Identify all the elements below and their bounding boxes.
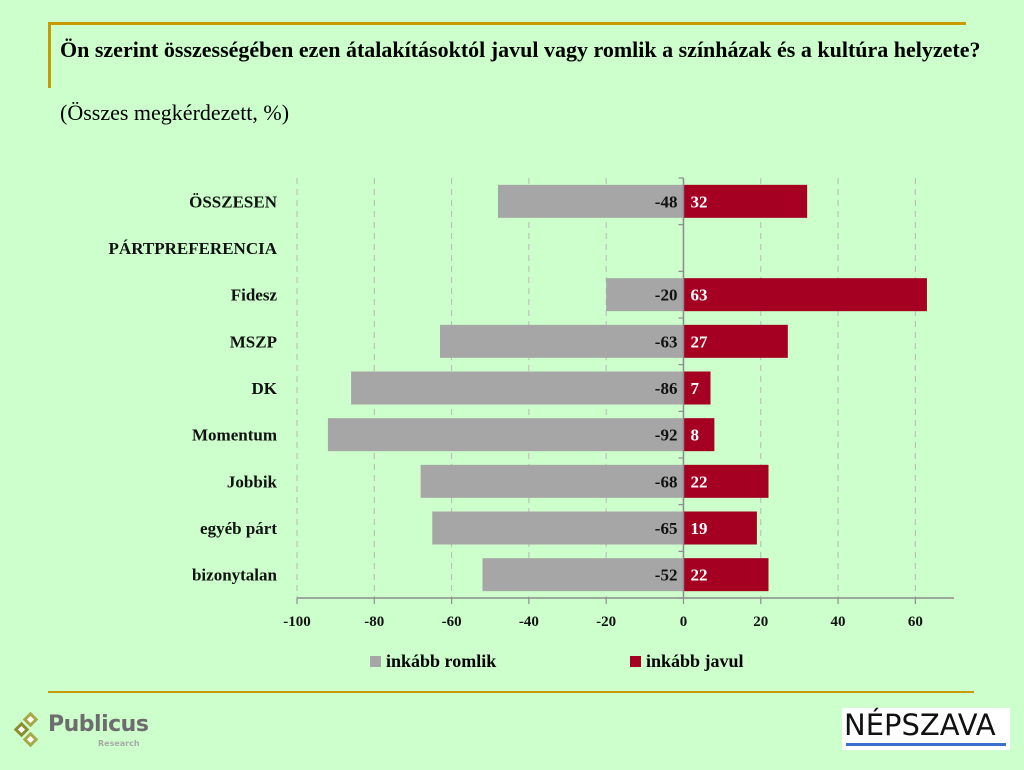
- bar-romlik: [606, 278, 684, 312]
- nepszava-logo-bar: [846, 743, 1006, 746]
- publicus-logo-text: Publicus: [48, 712, 149, 737]
- value-label-romlik: -20: [655, 286, 678, 305]
- bar-romlik: [432, 511, 684, 545]
- title-top-rule: [48, 22, 966, 25]
- category-label: MSZP: [230, 332, 277, 351]
- legend-swatch-romlik: [370, 656, 381, 667]
- x-tick-label: 60: [908, 614, 923, 630]
- x-tick-label: -100: [283, 614, 311, 630]
- value-label-javul: 27: [690, 332, 708, 351]
- legend-swatch-javul: [630, 656, 641, 667]
- x-tick-label: -20: [596, 614, 616, 630]
- category-label: DK: [252, 379, 278, 398]
- legend-label-javul: inkább javul: [646, 651, 744, 671]
- value-label-javul: 22: [690, 566, 707, 585]
- x-tick-label: -80: [364, 614, 384, 630]
- bar-javul: [683, 371, 711, 405]
- nepszava-logo: NÉPSZAVA: [842, 708, 1010, 750]
- value-label-romlik: -65: [655, 519, 678, 538]
- axes: [296, 177, 954, 604]
- value-labels: -48 32 -20 63 -63 27 -86 7 -92 8 -68 22 -65 19 -52 22: [655, 192, 708, 584]
- legend-item-javul: inkább javul: [630, 651, 744, 672]
- value-label-romlik: -92: [655, 426, 678, 445]
- value-label-romlik: -48: [655, 192, 678, 211]
- category-label: ÖSSZESEN: [189, 192, 278, 211]
- value-label-romlik: -68: [655, 472, 678, 491]
- value-label-javul: 7: [690, 379, 699, 398]
- publicus-logo: Publicus Research: [12, 712, 152, 756]
- legend-label-romlik: inkább romlik: [386, 651, 497, 671]
- value-label-javul: 22: [690, 472, 707, 491]
- value-label-romlik: -52: [655, 566, 678, 585]
- title-side-rule: [48, 22, 51, 88]
- value-label-javul: 32: [690, 192, 707, 211]
- bar-javul: [683, 418, 715, 452]
- chart-subtitle: (Összes megkérdezett, %): [60, 100, 290, 125]
- value-label-javul: 8: [690, 426, 699, 445]
- value-label-romlik: -63: [655, 332, 678, 351]
- category-labels: ÖSSZESEN PÁRTPREFERENCIA Fidesz MSZP DK Momen…: [109, 192, 278, 584]
- category-label: bizonytalan: [192, 566, 278, 585]
- category-label: egyéb párt: [200, 519, 277, 538]
- bar-javul: [683, 511, 757, 545]
- nepszava-logo-text: NÉPSZAVA: [844, 708, 996, 742]
- category-label: Fidesz: [231, 286, 278, 305]
- value-label-javul: 63: [690, 286, 707, 305]
- bars: [327, 184, 927, 592]
- legend-item-romlik: inkább romlik: [370, 651, 496, 672]
- category-label: Momentum: [192, 426, 277, 445]
- bar-romlik: [497, 184, 684, 218]
- publicus-logo-subtext: Research: [98, 739, 140, 748]
- x-tick-labels: -100 -80 -60 -40 -20 0 20 40 60: [283, 614, 923, 630]
- category-label: Jobbik: [227, 472, 278, 491]
- bar-romlik: [327, 418, 684, 452]
- bar-javul: [683, 324, 788, 358]
- category-label: PÁRTPREFERENCIA: [109, 239, 278, 258]
- x-tick-label: 20: [753, 614, 768, 630]
- footer-rule: [48, 691, 974, 693]
- bar-javul: [683, 184, 808, 218]
- bar-romlik: [420, 464, 684, 498]
- bar-romlik: [351, 371, 684, 405]
- chart-title: Ön szerint összességében ezen átalakítás…: [60, 37, 981, 62]
- x-tick-label: -60: [442, 614, 462, 630]
- value-label-javul: 19: [690, 519, 707, 538]
- bar-javul: [683, 278, 927, 312]
- bar-romlik: [439, 324, 684, 358]
- publicus-diamond-icon: [13, 712, 39, 748]
- value-label-romlik: -86: [655, 379, 678, 398]
- bar-javul: [683, 558, 769, 592]
- x-tick-label: -40: [519, 614, 539, 630]
- x-tick-label: 40: [831, 614, 846, 630]
- bar-chart: ÖSSZESEN PÁRTPREFERENCIA Fidesz MSZP DK Momen…: [109, 177, 954, 630]
- bar-romlik: [482, 558, 684, 592]
- x-tick-label: 0: [680, 614, 688, 630]
- bar-javul: [683, 464, 769, 498]
